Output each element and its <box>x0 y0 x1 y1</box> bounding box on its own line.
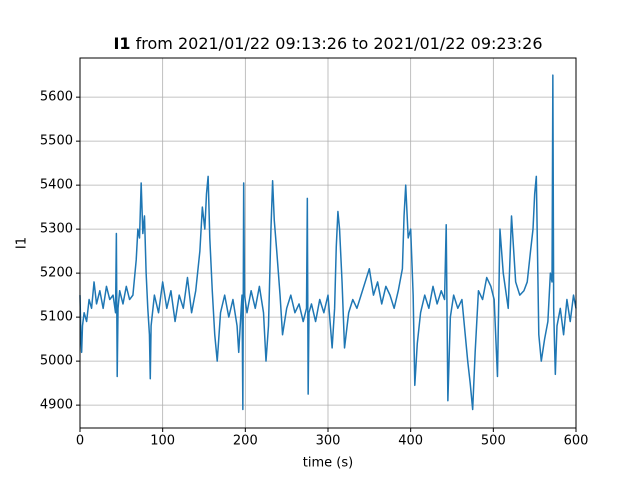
y-tick-label: 5400 <box>40 178 73 193</box>
x-tick-label: 0 <box>76 434 84 449</box>
x-axis-label: time (s) <box>303 456 353 471</box>
x-tick-label: 500 <box>481 434 506 449</box>
plot-frame <box>79 57 577 429</box>
y-tick-label: 5200 <box>40 266 73 281</box>
title-text: from 2021/01/22 09:13:26 to 2021/01/22 0… <box>136 34 543 53</box>
data-line <box>79 74 577 411</box>
x-tick-label: 100 <box>150 434 175 449</box>
chart-title: I1 from 2021/01/22 09:13:26 to 2021/01/2… <box>113 34 542 53</box>
x-tick-label: 300 <box>316 434 341 449</box>
y-tick-label: 5600 <box>40 90 73 105</box>
x-tick-label: 600 <box>564 434 589 449</box>
y-tick-label: 5500 <box>40 134 73 149</box>
y-tick-label: 5300 <box>40 222 73 237</box>
y-axis-label: I1 <box>15 237 30 249</box>
x-tick-label: 200 <box>233 434 258 449</box>
y-tick-label: 5100 <box>40 310 73 325</box>
y-tick-label: 5000 <box>40 354 73 369</box>
title-variable: I1 <box>113 34 130 53</box>
y-tick-label: 4900 <box>40 398 73 413</box>
x-tick-label: 400 <box>398 434 423 449</box>
